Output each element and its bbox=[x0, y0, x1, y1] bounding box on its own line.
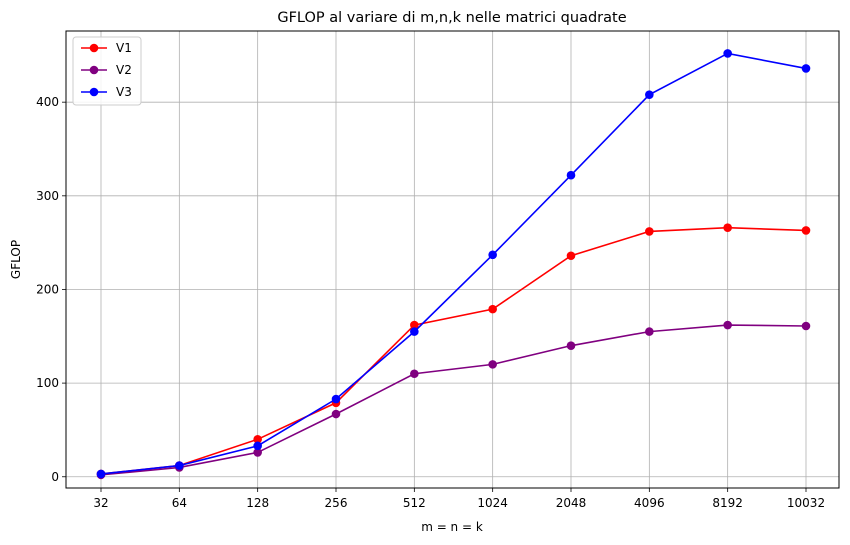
series-layer bbox=[96, 49, 811, 480]
x-tick-label: 256 bbox=[325, 496, 348, 510]
x-axis: 32 64 128 256 512 1024 2048 4096 8192 10032 bbox=[93, 488, 825, 510]
x-tick-label: 64 bbox=[172, 496, 187, 510]
y-tick-label: 300 bbox=[36, 189, 59, 203]
data-point-v1 bbox=[566, 251, 576, 261]
data-point-v2 bbox=[331, 409, 341, 419]
series-v3 bbox=[96, 49, 811, 479]
x-tick-label: 2048 bbox=[556, 496, 587, 510]
y-tick-label: 0 bbox=[51, 470, 59, 484]
data-point-v3 bbox=[331, 394, 341, 404]
data-point-v3 bbox=[253, 441, 262, 451]
data-point-v2 bbox=[723, 320, 732, 330]
data-point-v2 bbox=[566, 341, 576, 350]
series-line-v3 bbox=[100, 52, 807, 475]
data-point-v3 bbox=[645, 90, 654, 99]
data-point-v2 bbox=[488, 360, 497, 369]
y-axis: 0 100 200 300 400 bbox=[36, 95, 66, 484]
data-point-v1 bbox=[488, 304, 497, 314]
legend-marker-v2 bbox=[89, 65, 99, 75]
data-point-v1 bbox=[723, 223, 732, 232]
legend-label-v1: V1 bbox=[116, 41, 132, 55]
data-point-v3 bbox=[175, 461, 184, 470]
data-point-v1 bbox=[410, 320, 419, 330]
legend-marker-v3 bbox=[89, 87, 99, 97]
data-point-v1 bbox=[253, 435, 262, 444]
data-point-v2 bbox=[645, 327, 654, 336]
x-tick-label: 1024 bbox=[477, 496, 508, 510]
data-point-v3 bbox=[410, 327, 419, 336]
data-point-v3 bbox=[723, 49, 732, 58]
series-v1 bbox=[96, 223, 811, 479]
series-line-v2 bbox=[100, 324, 807, 476]
x-tick-label: 512 bbox=[403, 496, 426, 510]
data-point-v2 bbox=[801, 321, 811, 331]
data-point-v3 bbox=[566, 170, 576, 180]
x-tick-label: 32 bbox=[93, 496, 108, 510]
series-line-v1 bbox=[100, 226, 807, 475]
y-tick-label: 200 bbox=[36, 282, 59, 296]
y-axis-label: GFLOP bbox=[9, 240, 23, 279]
grid bbox=[66, 31, 839, 488]
x-tick-label: 128 bbox=[246, 496, 269, 510]
legend-marker-v1 bbox=[89, 43, 99, 53]
data-point-v3 bbox=[801, 64, 811, 73]
data-point-v2 bbox=[410, 369, 419, 379]
data-point-v3 bbox=[96, 469, 106, 479]
y-tick-label: 400 bbox=[36, 95, 59, 109]
x-tick-label: 4096 bbox=[634, 496, 665, 510]
series-v2 bbox=[96, 320, 811, 480]
data-point-v3 bbox=[488, 250, 497, 260]
x-tick-label: 8192 bbox=[712, 496, 743, 510]
x-axis-label: m = n = k bbox=[421, 520, 483, 534]
data-point-v1 bbox=[801, 226, 811, 235]
legend: V1 V2 V3 bbox=[72, 36, 142, 106]
legend-label-v3: V3 bbox=[116, 85, 132, 99]
data-point-v1 bbox=[645, 227, 654, 236]
legend-label-v2: V2 bbox=[116, 63, 132, 77]
legend-box bbox=[72, 36, 142, 106]
x-tick-label: 10032 bbox=[787, 496, 825, 510]
data-point-v2 bbox=[253, 448, 262, 457]
chart-title: GFLOP al variare di m,n,k nelle matrici … bbox=[277, 10, 626, 26]
plot-frame bbox=[65, 30, 840, 489]
y-tick-label: 100 bbox=[36, 376, 59, 390]
